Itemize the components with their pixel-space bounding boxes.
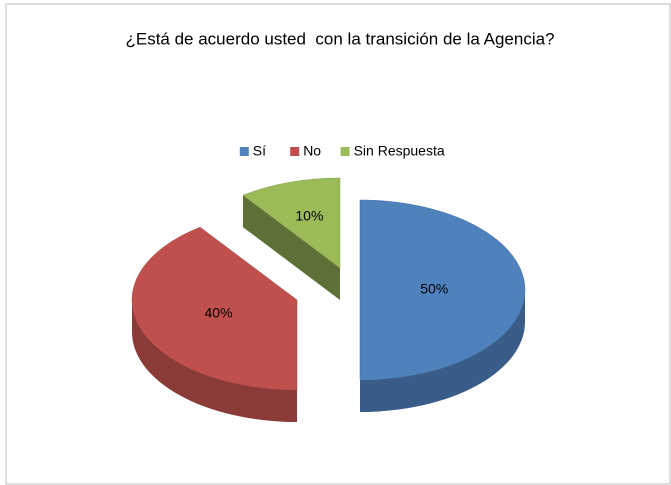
legend-label: Sin Respuesta [354,143,445,159]
slice-side [360,290,525,412]
legend-swatch [290,147,300,156]
slice [131,226,298,391]
value-label: 10% [295,207,323,223]
slice [242,177,341,269]
slice-wall [243,195,340,300]
value-label: 40% [205,305,233,321]
slice [359,199,526,381]
legend-swatch [239,147,249,156]
legend-label: Sí [253,143,266,159]
pie: 50% 40% 10% [131,177,526,422]
legend-swatch [340,147,350,156]
value-label: 50% [420,281,448,297]
legend: Sí No Sin Respuesta [239,143,445,159]
chart-title: ¿Está de acuerdo usted con la transición… [125,29,554,48]
legend-label: No [303,143,321,159]
slice-side [132,300,297,422]
